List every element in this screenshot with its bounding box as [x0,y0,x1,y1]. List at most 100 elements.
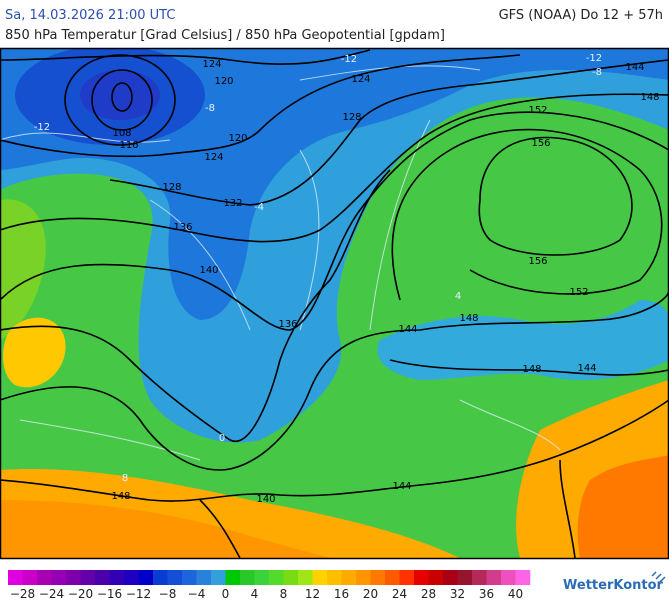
colorbar-swatch [66,570,81,585]
colorbar-swatch [211,570,226,585]
contour-line [1,49,371,65]
colorbar-swatch [109,570,125,585]
contour-label: 140 [256,494,275,505]
contour-line [478,136,633,256]
contour-line [391,128,663,301]
colorbar-label: 40 [508,587,523,600]
brand-logo: WetterKontor [563,571,666,593]
colorbar-label: 4 [251,587,259,600]
brand-name: WetterKontor [563,578,664,593]
colorbar-label: 20 [363,587,378,600]
contour-line [1,399,668,502]
contour-label: 152 [569,287,588,298]
colorbar-label: −12 [126,587,151,600]
contour-label: 124 [202,59,221,70]
contour-label: 116 [119,140,138,151]
contour-line [559,459,576,558]
contour-line [1,169,391,443]
map-area: 124 120 108 116 124 120 128 132 136 140 … [1,49,668,558]
colorbar-label: 0 [222,587,230,600]
contour-label: 148 [522,364,541,375]
colorbar-swatch [385,570,400,585]
isotherm-label: 0 [219,433,225,444]
contour-line [64,54,176,146]
contour-line [389,359,668,376]
contour-label: 124 [351,74,370,85]
colorbar-swatch [153,570,168,585]
brand-icon [651,571,666,583]
contour-label: 144 [398,324,417,335]
contour-label: 140 [199,265,218,276]
isotherm-label: -12 [341,54,357,65]
colorbar-swatch [356,570,371,585]
contour-label: 136 [173,222,192,233]
colorbar-label: 36 [479,587,494,600]
isotherm-label: -8 [592,67,602,78]
colorbar-swatch [225,570,241,585]
contour-line [111,82,133,112]
contour-line [1,93,668,243]
contour-line [199,499,241,558]
colorbar-swatch [124,570,139,585]
contour-line [1,290,668,471]
colorbar-label: 24 [392,587,407,600]
isotherm-label: -12 [586,53,602,64]
colorbar-swatch [443,570,458,585]
colorbar-swatch [428,570,444,585]
colorbar-swatch [341,570,357,585]
colorbar-label: 28 [421,587,436,600]
colorbar-swatch [8,570,23,585]
colorbar-swatch [370,570,386,585]
contour-label: 124 [204,152,223,163]
contour-label: 144 [392,481,411,492]
forecast-time: Sa, 14.03.2026 21:00 UTC [5,8,175,23]
isotherm-label: -12 [34,122,50,133]
contour-label: 144 [625,62,644,73]
contour-line [1,54,521,158]
colorbar-swatch [196,570,212,585]
warm-west [1,199,46,340]
colorbar-label: −16 [97,587,122,600]
contour-label: 148 [111,491,130,502]
colorbar-swatch [22,570,38,585]
contour-label: 156 [528,256,547,267]
contour-line [91,69,153,131]
colorbar-swatch [472,570,487,585]
colorbar-swatch [515,570,531,585]
colorbar-swatch [457,570,473,585]
colorbar-label: 8 [280,587,288,600]
isotherm-label: -4 [254,202,264,213]
contour-label: 136 [278,319,297,330]
colorbar-swatch [414,570,429,585]
colorbar-swatch [95,570,110,585]
colorbar-swatch [327,570,342,585]
colorbar-label: 32 [450,587,465,600]
colorbar-swatch [51,570,67,585]
isotherm-label: -8 [205,103,215,114]
contour-label: 132 [223,198,242,209]
contour-label: 144 [577,363,596,374]
contour-label: 152 [528,105,547,116]
colorbar-label: −24 [39,587,64,600]
isotherm-label: 8 [122,473,128,484]
cold-core-inner [80,70,160,120]
contour-line [109,59,668,206]
contour-label: 156 [531,138,550,149]
map-subtitle: 850 hPa Temperatur [Grad Celsius] / 850 … [5,28,445,43]
contour-label: 108 [112,128,131,139]
colorbar-swatch [283,570,299,585]
colorbar-swatch [501,570,516,585]
isotherm-label: 4 [455,291,461,302]
colorbar-swatch [182,570,197,585]
contour-label: 148 [640,92,659,103]
colorbar-label: −4 [188,587,206,600]
colorbar-swatch [269,570,284,585]
colorbar-label: −20 [68,587,93,600]
contour-label: 120 [228,133,247,144]
model-run: GFS (NOAA) Do 12 + 57h [499,8,663,23]
colorbar-swatch [240,570,255,585]
colorbar-swatch [167,570,183,585]
